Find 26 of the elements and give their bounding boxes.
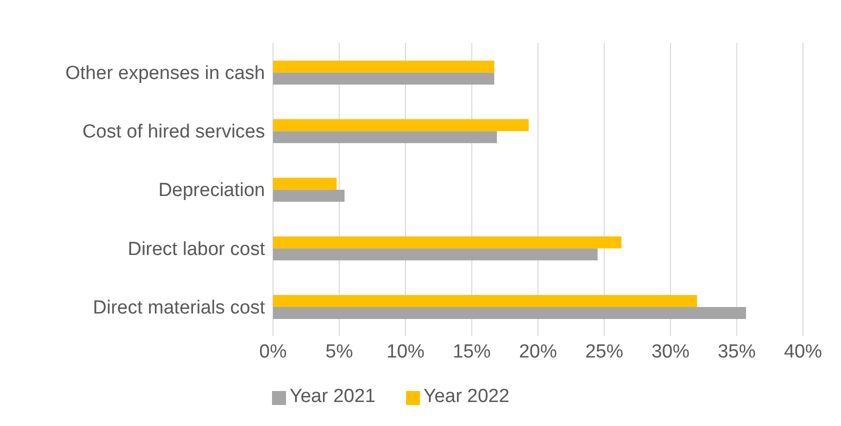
bar [273, 294, 697, 307]
bar [273, 248, 598, 260]
bar [273, 190, 345, 202]
bar [273, 60, 494, 73]
x-tick-label: 25% [585, 341, 624, 362]
bar [273, 178, 337, 190]
y-tick-label: Cost of hired services [82, 122, 265, 143]
x-tick-label: 0% [259, 341, 287, 362]
x-tick-label: 30% [651, 341, 690, 362]
x-tick-label: 35% [718, 341, 756, 362]
bar [273, 131, 497, 144]
bar [273, 236, 622, 248]
x-tick-label: 40% [784, 341, 822, 362]
bar [273, 306, 746, 319]
y-tick-label: Depreciation [158, 180, 265, 202]
legend-label: Year 2021 [290, 386, 376, 407]
x-tick-label: 10% [386, 341, 425, 362]
y-tick-label: Other expenses in cash [65, 63, 265, 84]
bar [273, 119, 529, 132]
y-tick-label: Direct materials cost [92, 297, 266, 318]
x-tick-label: 15% [452, 341, 491, 362]
x-tick-label: 20% [518, 341, 558, 362]
bar [273, 72, 494, 85]
legend-label: Year 2022 [424, 386, 510, 407]
y-tick-label: Direct labor cost [128, 238, 266, 260]
x-tick-label: 5% [326, 341, 354, 362]
